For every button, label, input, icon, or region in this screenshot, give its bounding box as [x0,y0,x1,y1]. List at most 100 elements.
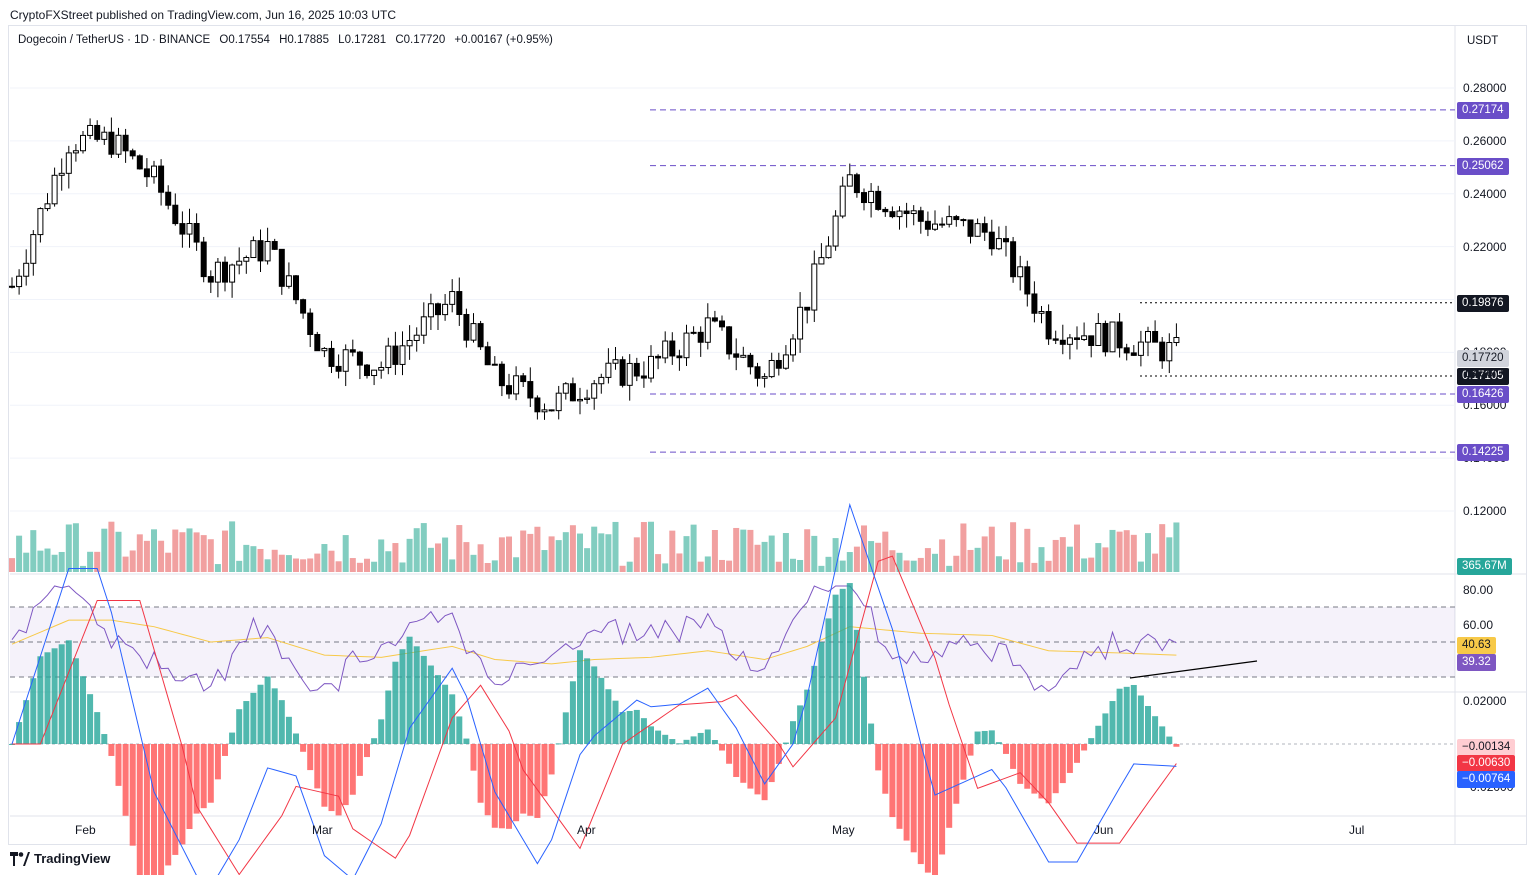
macd-histogram-bar [939,744,946,855]
candle-body [839,185,846,217]
macd-histogram-bar [711,740,718,744]
candle-body [946,216,953,225]
candle-body [435,303,441,316]
macd-histogram-bar [1059,744,1066,784]
macd-histogram-bar [470,744,477,771]
candle-body [115,134,122,155]
macd-histogram-bar [960,744,967,780]
macd-histogram-bar [1123,686,1130,744]
candle-body [58,172,65,176]
tradingview-footer[interactable]: TradingView [10,851,110,866]
candle-body [1123,347,1130,354]
volume-bar [1159,524,1166,572]
macd-histogram-bar [605,689,612,744]
candle-body [264,241,271,262]
candle-body [179,223,186,235]
volume-bar [442,537,449,572]
close-value: C0.17720 [395,34,446,46]
volume-bar [520,530,527,572]
candle-body [307,312,314,335]
macd-tick-label: 0.02000 [1463,694,1507,708]
macd-histogram-bar [562,712,569,744]
volume-bar [300,559,307,572]
candle-body [463,313,470,341]
volume-bar [846,552,853,572]
candle-body [413,334,420,341]
rsi-line [11,585,1177,693]
macd-histogram-bar [1031,744,1038,794]
candle-body [981,223,988,233]
candle-body [520,375,527,383]
macd-histogram-bar [51,648,58,744]
volume-bar [740,529,747,572]
macd-histogram-bar [1166,736,1173,744]
candle-body [385,345,392,369]
candle-body [1116,321,1123,349]
macd-histogram-bar [214,744,221,780]
volume-bar [761,541,768,572]
volume-bar [704,556,711,572]
volume-bar [640,522,647,572]
candle-body [875,190,882,210]
candle-body [782,354,789,369]
volume-bar [1045,560,1052,572]
rsi-tick-label: 60.00 [1463,617,1494,632]
macd-histogram-bar [726,744,733,764]
macd-histogram-bar [747,744,754,789]
volume-bar [605,534,612,572]
macd-histogram-bar [733,744,740,777]
macd-histogram-bar [1109,701,1116,744]
candle-body [1031,293,1038,314]
volume-bar [676,553,683,572]
candle-body [818,257,825,265]
volume-bar [591,526,598,572]
candle-body [548,409,555,412]
volume-bar [655,554,662,572]
volume-bar [719,559,725,572]
volume-bar [371,561,378,572]
volume-bar [44,548,51,572]
candle-body [356,351,363,366]
symbol-title[interactable]: Dogecoin / TetherUS · 1D · BINANCE [18,34,211,46]
candle-body [868,190,875,204]
volume-bar [832,538,839,572]
macd-histogram-bar [1152,716,1159,744]
volume-bar [598,533,605,572]
candle-body [1066,337,1073,345]
volume-bar [790,558,796,572]
volume-bar [967,549,974,572]
date-tick-label: Apr [577,823,596,837]
volume-bar [981,536,988,572]
volume-bar [1038,547,1045,572]
volume-bar [413,528,420,572]
volume-bar [541,550,548,572]
macd-histogram-bar [1010,744,1017,769]
macd-histogram-bar [371,738,378,744]
macd-histogram-bar [392,661,399,744]
macd-histogram-bar [974,731,981,744]
candle-body [236,260,243,266]
candle-body [506,385,512,395]
volume-bar [839,560,846,572]
macd-histogram-bar [158,744,165,875]
candle-body [243,257,250,262]
volume-bar [1145,533,1151,572]
volume-bar [868,541,875,572]
macd-histogram-bar [108,744,115,756]
volume-bar [229,521,236,572]
volume-bar [314,553,321,572]
macd-histogram-bar [420,655,427,744]
candle-body [804,306,811,311]
level-price-label: 0.17105 [1457,368,1509,386]
candle-body [861,192,867,204]
level-price-label: 0.14225 [1457,444,1509,462]
candle-body [108,131,115,155]
volume-bar [690,524,697,572]
level-price-label: 0.19876 [1457,294,1509,312]
currency-label[interactable]: USDT [1467,35,1499,47]
candle-body [72,150,79,154]
macd-histogram-bar [65,640,72,744]
candle-body [953,216,960,221]
volume-bar [378,539,385,572]
